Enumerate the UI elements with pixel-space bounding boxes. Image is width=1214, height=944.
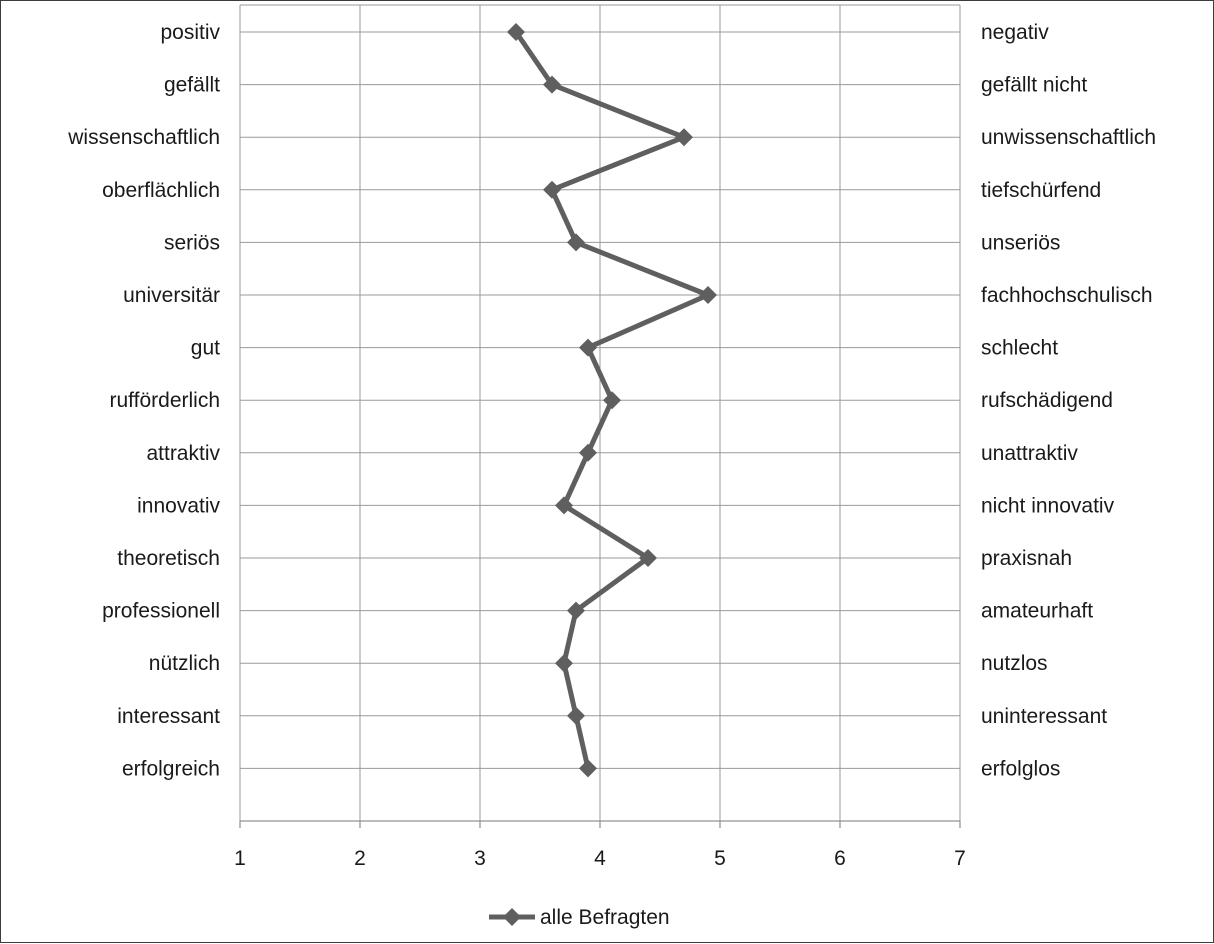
right-row-label: praxisnah (981, 547, 1072, 570)
right-row-label: fachhochschulisch (981, 284, 1153, 307)
data-point-marker (699, 286, 717, 304)
x-tick-label: 5 (714, 847, 726, 870)
data-point-marker (555, 496, 573, 515)
right-row-label: nutzlos (981, 652, 1048, 675)
left-row-label: wissenschaftlich (67, 126, 220, 149)
left-label-group: positiv gefällt wissenschaftlich oberflächl… (67, 21, 220, 780)
x-tick-label: 7 (954, 847, 966, 870)
right-row-label: tiefschürfend (981, 179, 1101, 202)
left-row-label: gefällt (164, 74, 220, 97)
left-row-label: erfolgreich (122, 757, 220, 780)
right-row-label: unwissenschaftlich (981, 126, 1156, 149)
left-row-label: rufförderlich (110, 389, 221, 412)
data-point-marker (507, 23, 525, 41)
data-point-marker (675, 128, 693, 147)
left-row-label: innovativ (137, 494, 220, 517)
x-tick-label: 1 (234, 847, 246, 870)
data-point-marker (555, 654, 573, 673)
right-row-label: rufschädigend (981, 389, 1113, 412)
data-point-marker (579, 338, 597, 357)
left-row-label: positiv (160, 21, 220, 44)
data-point-marker (579, 759, 597, 778)
right-row-label: nicht innovativ (981, 494, 1115, 517)
data-point-marker (567, 706, 585, 725)
left-row-label: oberflächlich (102, 179, 220, 202)
x-tick-label: 4 (594, 847, 606, 870)
right-row-label: amateurhaft (981, 600, 1093, 623)
x-tick-label: 2 (354, 847, 366, 870)
left-row-label: attraktiv (146, 442, 220, 465)
left-row-label: universitär (123, 284, 220, 307)
left-row-label: theoretisch (117, 547, 220, 570)
data-point-marker (567, 601, 585, 620)
right-label-group: negativ gefällt nicht unwissenschaftlich ti… (981, 21, 1156, 780)
right-row-label: unseriös (981, 231, 1060, 254)
right-row-label: erfolglos (981, 757, 1060, 780)
x-tick-label: 6 (834, 847, 846, 870)
left-row-label: interessant (117, 705, 220, 728)
right-row-label: gefällt nicht (981, 74, 1087, 97)
x-tick-label: 3 (474, 847, 486, 870)
legend-marker-swatch (503, 908, 521, 926)
left-row-label: professionell (102, 600, 220, 623)
legend: alle Befragten (489, 906, 670, 929)
series-group (507, 23, 717, 778)
data-point-marker (543, 180, 561, 199)
right-row-label: uninteressant (981, 705, 1107, 728)
data-point-marker (639, 549, 657, 567)
data-point-marker (603, 391, 621, 410)
right-row-label: schlecht (981, 337, 1058, 360)
x-tick-label-group: 1 2 3 4 5 6 7 (234, 847, 966, 870)
right-row-label: negativ (981, 21, 1049, 44)
left-row-label: gut (191, 337, 220, 360)
left-row-label: nützlich (149, 652, 220, 675)
left-row-label: seriös (164, 231, 220, 254)
data-point-marker (543, 75, 561, 94)
data-point-marker (579, 443, 597, 462)
data-point-marker (567, 233, 585, 252)
legend-label: alle Befragten (540, 906, 670, 929)
right-row-label: unattraktiv (981, 442, 1078, 465)
grid-lines (239, 4, 961, 828)
